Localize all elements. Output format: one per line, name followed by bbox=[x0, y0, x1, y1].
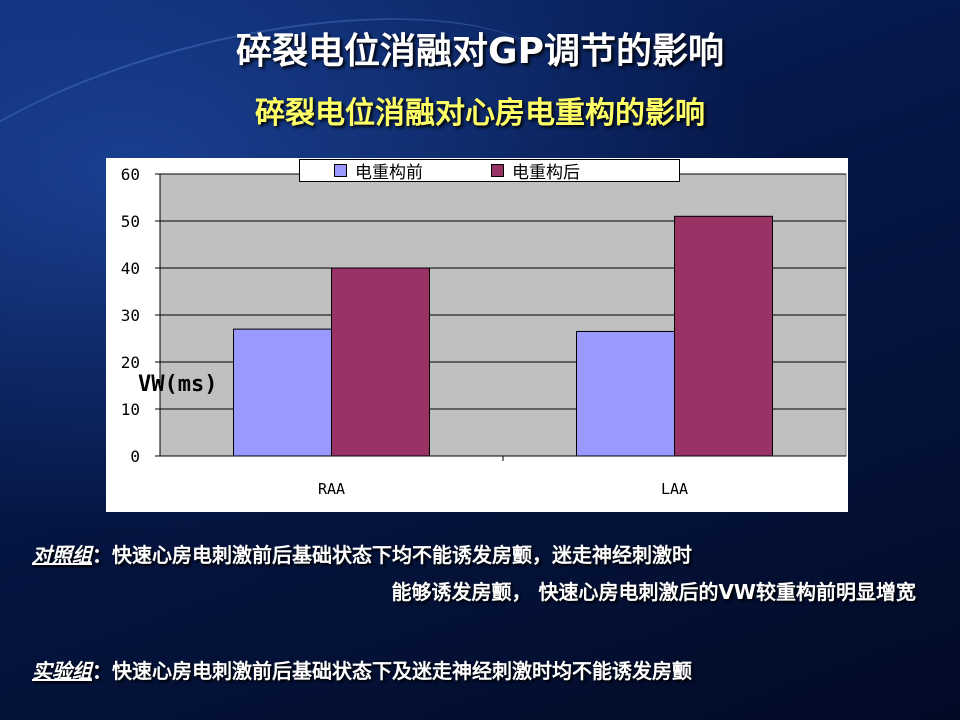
legend-swatch-before bbox=[334, 164, 347, 177]
control-note-line2: 能够诱发房颤， 快速心房电刺激后的VW较重构前明显增宽 bbox=[391, 580, 916, 604]
experiment-note-line1: 实验组：快速心房电刺激前后基础状态下及迷走神经刺激时均不能诱发房颤 bbox=[32, 655, 692, 684]
legend-swatch-after bbox=[491, 164, 504, 177]
x-tick-label: RAA bbox=[318, 480, 345, 498]
control-text-1: ：快速心房电刺激前后基础状态下均不能诱发房颤，迷走神经刺激时 bbox=[92, 543, 692, 567]
slide-title: 碎裂电位消融对GP调节的影响 bbox=[236, 31, 724, 72]
bar-chart: 0 10 20 30 40 50 60 RAA LAA 电重构前 电重构后 bbox=[106, 158, 848, 512]
y-tick-label: 60 bbox=[121, 165, 140, 184]
slide-subtitle: 碎裂电位消融对心房电重构的影响 bbox=[255, 96, 705, 131]
y-tick-label: 50 bbox=[121, 212, 140, 231]
y-tick-label: 0 bbox=[130, 447, 140, 466]
experiment-text-1: ：快速心房电刺激前后基础状态下及迷走神经刺激时均不能诱发房颤 bbox=[92, 659, 692, 683]
chart-legend: 电重构前 电重构后 bbox=[299, 158, 680, 183]
legend-label-before: 电重构前 bbox=[355, 163, 423, 183]
experiment-label: 实验组 bbox=[32, 659, 92, 683]
legend-entry-before: 电重构前 bbox=[334, 158, 423, 183]
control-label: 对照组 bbox=[32, 543, 92, 567]
x-tick-label: LAA bbox=[661, 480, 688, 498]
y-tick-label: 10 bbox=[121, 400, 140, 419]
control-note-line1: 对照组：快速心房电刺激前后基础状态下均不能诱发房颤，迷走神经刺激时 bbox=[32, 539, 692, 568]
y-tick-label: 30 bbox=[121, 306, 140, 325]
bar-laa-series-1 bbox=[674, 215, 773, 457]
bar-raa-series-1 bbox=[331, 267, 430, 457]
chart-canvas: 0 10 20 30 40 50 60 RAA LAA bbox=[121, 165, 847, 498]
legend-entry-after: 电重构后 bbox=[491, 158, 580, 183]
y-axis-label: VW(ms) bbox=[138, 372, 218, 397]
bar-laa-series-0 bbox=[576, 330, 675, 457]
y-tick-label: 20 bbox=[121, 353, 140, 372]
bar-raa-series-0 bbox=[233, 328, 332, 457]
legend-label-after: 电重构后 bbox=[512, 163, 580, 183]
y-tick-label: 40 bbox=[121, 259, 140, 278]
